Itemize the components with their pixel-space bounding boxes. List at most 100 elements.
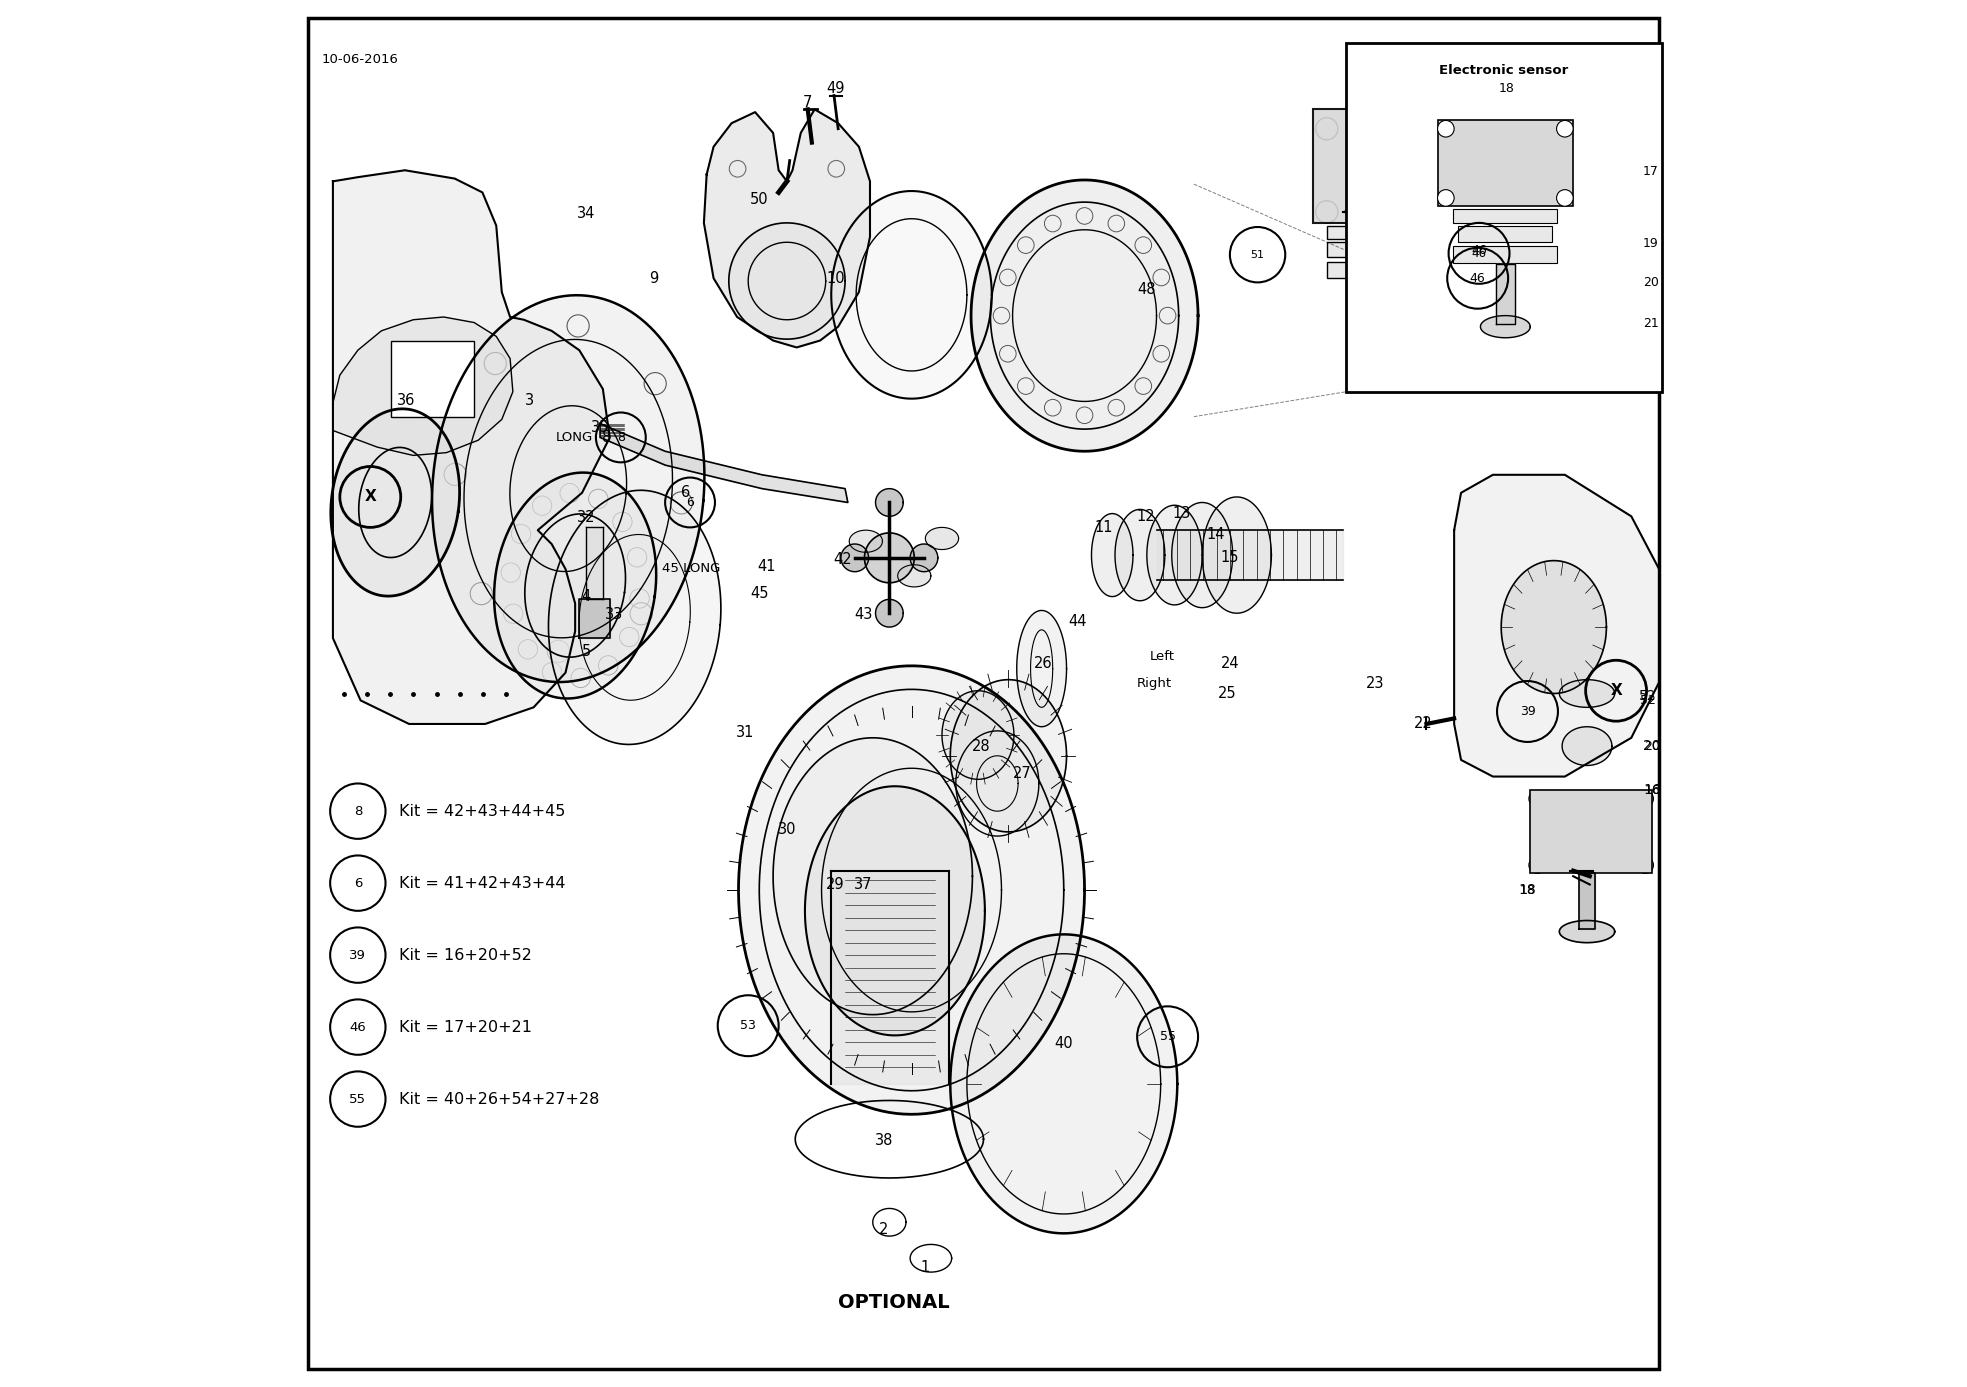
Text: 16: 16: [1347, 212, 1367, 227]
Text: OPTIONAL: OPTIONAL: [838, 1293, 950, 1312]
Bar: [1438, 121, 1574, 207]
Text: 31: 31: [736, 725, 755, 739]
Bar: [1312, 110, 1477, 223]
Text: 36: 36: [397, 393, 415, 408]
Polygon shape: [730, 223, 846, 340]
Text: 7: 7: [803, 94, 812, 110]
Polygon shape: [942, 691, 1013, 779]
Text: 21: 21: [1367, 309, 1385, 325]
Text: 46: 46: [1471, 247, 1487, 259]
Text: Left: Left: [1149, 649, 1174, 663]
Polygon shape: [1481, 316, 1530, 338]
Text: 50: 50: [749, 191, 769, 207]
Polygon shape: [433, 295, 704, 682]
Polygon shape: [1373, 226, 1399, 279]
Text: Kit = 42+43+44+45: Kit = 42+43+44+45: [399, 803, 566, 818]
Polygon shape: [1147, 505, 1202, 605]
Text: 25: 25: [1218, 687, 1237, 700]
Text: 18: 18: [1359, 143, 1377, 158]
Polygon shape: [842, 544, 869, 571]
Text: 51: 51: [1251, 250, 1265, 259]
Text: 46: 46: [1471, 244, 1487, 257]
Polygon shape: [805, 786, 985, 1036]
Text: 39: 39: [350, 949, 366, 961]
Circle shape: [1637, 791, 1654, 807]
Text: LONG: LONG: [557, 431, 594, 444]
Text: X: X: [1611, 684, 1623, 698]
Text: 11: 11: [1096, 520, 1113, 535]
Circle shape: [1528, 857, 1546, 874]
Text: 45: 45: [749, 587, 769, 602]
Text: 46: 46: [350, 1021, 366, 1033]
Text: 12: 12: [1137, 509, 1155, 524]
Text: 6: 6: [354, 877, 362, 889]
Text: 8: 8: [618, 431, 626, 444]
Bar: [1328, 262, 1452, 279]
Text: 29: 29: [826, 877, 844, 892]
Circle shape: [1528, 791, 1546, 807]
Polygon shape: [875, 599, 903, 627]
Bar: [1345, 43, 1662, 391]
Text: 15: 15: [1222, 551, 1239, 566]
Text: 8: 8: [354, 804, 362, 818]
Polygon shape: [704, 110, 869, 348]
Text: 48: 48: [1137, 282, 1157, 297]
Text: 8: 8: [602, 430, 612, 445]
Polygon shape: [897, 565, 930, 587]
Text: 20: 20: [1644, 739, 1660, 753]
Text: 41: 41: [757, 559, 775, 574]
Text: 17: 17: [1642, 171, 1662, 186]
Text: 44: 44: [1068, 614, 1088, 630]
Bar: [1454, 209, 1558, 223]
Text: 45 LONG: 45 LONG: [663, 562, 720, 576]
Text: 52: 52: [1640, 694, 1656, 707]
Text: 10: 10: [826, 270, 844, 286]
Polygon shape: [1172, 502, 1233, 608]
Polygon shape: [972, 180, 1198, 451]
Text: 4: 4: [582, 589, 590, 605]
Text: 21: 21: [1642, 318, 1658, 330]
Polygon shape: [850, 530, 883, 552]
Text: Kit = 16+20+52: Kit = 16+20+52: [399, 947, 533, 963]
Polygon shape: [875, 488, 903, 516]
Text: 55: 55: [1161, 1031, 1176, 1043]
Text: 3: 3: [525, 393, 533, 408]
Text: 53: 53: [740, 1019, 755, 1032]
Polygon shape: [1355, 350, 1416, 377]
Text: 20: 20: [1642, 276, 1658, 288]
Circle shape: [828, 161, 844, 178]
Polygon shape: [832, 871, 948, 1083]
Text: 20: 20: [1365, 275, 1385, 290]
Text: 28: 28: [972, 739, 989, 753]
Text: 9: 9: [649, 270, 659, 286]
Circle shape: [1637, 857, 1654, 874]
Text: 39: 39: [1520, 705, 1536, 718]
Text: 18: 18: [1359, 144, 1377, 158]
Polygon shape: [924, 527, 958, 549]
Polygon shape: [911, 544, 938, 571]
Polygon shape: [549, 490, 720, 745]
Polygon shape: [1501, 560, 1607, 694]
Text: 43: 43: [854, 608, 871, 623]
Bar: [1530, 791, 1652, 874]
Text: 33: 33: [604, 608, 624, 623]
Polygon shape: [1560, 921, 1615, 943]
Text: 17: 17: [1642, 165, 1658, 178]
Text: 49: 49: [826, 80, 844, 96]
Text: 35: 35: [590, 420, 610, 436]
Text: 6: 6: [686, 497, 694, 509]
Circle shape: [1438, 121, 1454, 137]
Text: X: X: [364, 490, 376, 505]
Text: 40: 40: [1054, 1036, 1074, 1051]
Polygon shape: [332, 171, 610, 724]
Text: 1: 1: [921, 1261, 930, 1276]
Circle shape: [1316, 201, 1338, 223]
Text: 22: 22: [1414, 717, 1434, 731]
Text: 27: 27: [1013, 766, 1031, 781]
Circle shape: [1438, 190, 1454, 207]
Circle shape: [1316, 118, 1338, 140]
Text: Electronic sensor: Electronic sensor: [1440, 64, 1568, 76]
Polygon shape: [586, 527, 602, 599]
Text: 19: 19: [1365, 240, 1385, 255]
Text: 24: 24: [1222, 656, 1239, 670]
